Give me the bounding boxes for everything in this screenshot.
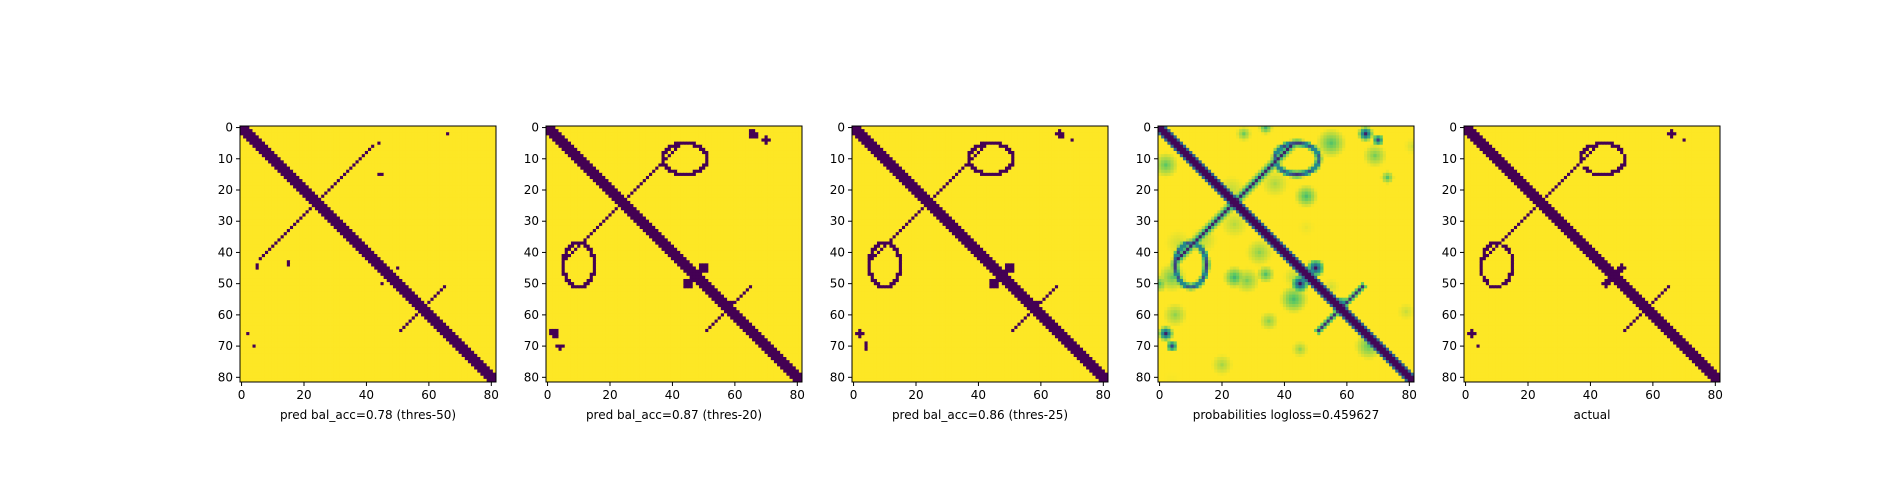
y-tick-label: 80	[1136, 370, 1151, 384]
y-tick-label: 0	[837, 121, 845, 135]
x-axis-label: pred bal_acc=0.87 (thres-20)	[586, 408, 762, 422]
axes-frame	[1463, 125, 1721, 383]
x-axis-label: probabilities logloss=0.459627	[1193, 408, 1380, 422]
y-tick-label: 30	[830, 214, 845, 228]
y-tick-label: 0	[225, 121, 233, 135]
x-tick-label: 80	[1096, 388, 1111, 402]
y-tick-label: 60	[1442, 308, 1457, 322]
x-tick-label: 40	[359, 388, 374, 402]
y-tick-label: 80	[830, 370, 845, 384]
x-tick-label: 0	[544, 388, 552, 402]
x-tick-label: 20	[602, 388, 617, 402]
y-tick-label: 10	[1442, 152, 1457, 166]
y-tick-label: 0	[1143, 121, 1151, 135]
x-axis-label: actual	[1574, 408, 1611, 422]
y-tick-label: 10	[218, 152, 233, 166]
y-tick-label: 80	[218, 370, 233, 384]
x-tick-label: 0	[1462, 388, 1470, 402]
y-tick-label: 50	[524, 277, 539, 291]
y-tick-label: 50	[1442, 277, 1457, 291]
y-tick-label: 20	[1442, 183, 1457, 197]
panel-5: 0 20 40 60 80 0 10 20 30 40 50 60 70 80 actual	[1442, 121, 1723, 422]
x-tick-label: 60	[1033, 388, 1048, 402]
y-tick-label: 60	[830, 308, 845, 322]
y-tick-label: 40	[830, 245, 845, 259]
y-tick-label: 70	[830, 339, 845, 353]
x-tick-label: 20	[1214, 388, 1229, 402]
y-tick-label: 30	[1442, 214, 1457, 228]
y-tick-label: 60	[524, 308, 539, 322]
x-axis-label: pred bal_acc=0.78 (thres-50)	[280, 408, 456, 422]
y-tick-label: 60	[218, 308, 233, 322]
x-tick-label: 60	[421, 388, 436, 402]
axes-frame	[545, 125, 803, 383]
x-axis-label: pred bal_acc=0.86 (thres-25)	[892, 408, 1068, 422]
y-tick-label: 80	[1442, 370, 1457, 384]
heatmap-image	[1464, 126, 1721, 383]
y-tick-label: 40	[524, 245, 539, 259]
x-tick-label: 60	[1339, 388, 1354, 402]
y-tick-label: 70	[1442, 339, 1457, 353]
x-tick-label: 60	[727, 388, 742, 402]
x-tick-label: 40	[971, 388, 986, 402]
x-tick-label: 80	[1708, 388, 1723, 402]
y-tick-label: 0	[531, 121, 539, 135]
axes-frame	[1157, 125, 1415, 383]
y-tick-label: 60	[1136, 308, 1151, 322]
y-tick-label: 50	[830, 277, 845, 291]
heatmap-image	[1158, 126, 1415, 383]
x-tick-label: 60	[1645, 388, 1660, 402]
x-tick-label: 80	[1402, 388, 1417, 402]
y-tick-label: 10	[830, 152, 845, 166]
heatmap-image	[852, 126, 1109, 383]
x-tick-label: 20	[1520, 388, 1535, 402]
x-tick-label: 80	[790, 388, 805, 402]
y-tick-label: 80	[524, 370, 539, 384]
y-tick-label: 20	[830, 183, 845, 197]
y-tick-label: 50	[218, 277, 233, 291]
y-tick-label: 20	[218, 183, 233, 197]
x-tick-label: 20	[296, 388, 311, 402]
y-tick-label: 70	[218, 339, 233, 353]
y-tick-label: 30	[1136, 214, 1151, 228]
panel-2: 0 20 40 60 80 0 10 20 30 40 50 60 70 80 pred bal_acc=0…	[524, 121, 805, 422]
y-tick-label: 70	[524, 339, 539, 353]
x-tick-label: 0	[1156, 388, 1164, 402]
y-tick-label: 20	[1136, 183, 1151, 197]
x-tick-label: 40	[1277, 388, 1292, 402]
x-tick-label: 80	[484, 388, 499, 402]
x-tick-label: 20	[908, 388, 923, 402]
y-tick-label: 70	[1136, 339, 1151, 353]
heatmap-image	[546, 126, 803, 383]
y-tick-label: 10	[524, 152, 539, 166]
x-tick-label: 0	[238, 388, 246, 402]
x-tick-label: 0	[850, 388, 858, 402]
panel-4: 0 20 40 60 80 0 10 20 30 40 50 60 70 80 probabilities …	[1136, 121, 1417, 422]
panel-1: 0 20 40 60 80 0 10 20 30 40 50 60 70 80 pred bal_acc=0…	[218, 121, 499, 422]
axes-frame	[239, 125, 497, 383]
axes-frame	[851, 125, 1109, 383]
y-tick-label: 40	[218, 245, 233, 259]
x-tick-label: 40	[665, 388, 680, 402]
y-tick-label: 40	[1442, 245, 1457, 259]
y-tick-label: 40	[1136, 245, 1151, 259]
y-tick-label: 50	[1136, 277, 1151, 291]
heatmap-image	[240, 126, 497, 383]
y-tick-label: 30	[524, 214, 539, 228]
x-tick-label: 40	[1583, 388, 1598, 402]
y-tick-label: 0	[1449, 121, 1457, 135]
y-tick-label: 10	[1136, 152, 1151, 166]
y-tick-label: 30	[218, 214, 233, 228]
y-tick-label: 20	[524, 183, 539, 197]
panel-3: 0 20 40 60 80 0 10 20 30 40 50 60 70 80 pred bal_acc=0…	[830, 121, 1111, 422]
